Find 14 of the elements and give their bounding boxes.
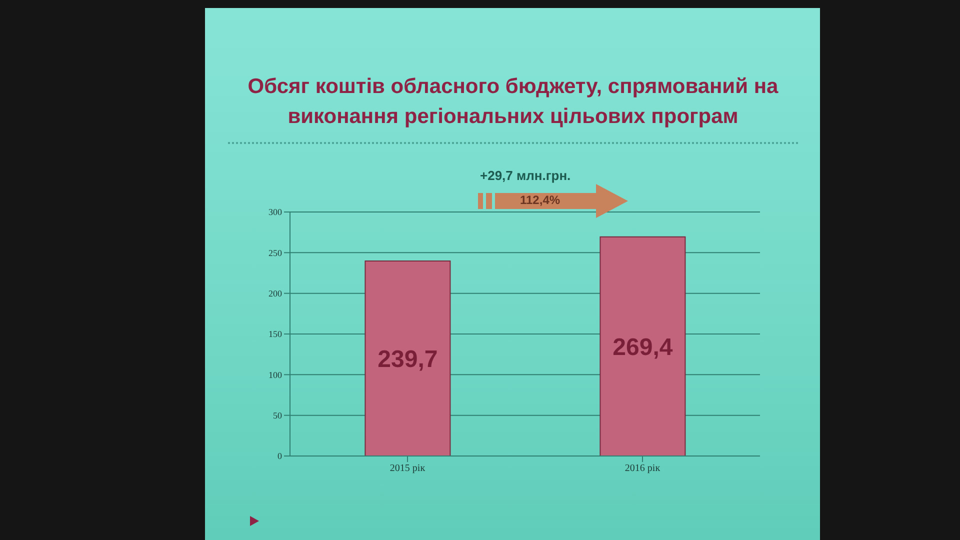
y-tick-label: 200 (268, 288, 282, 299)
x-tick-label: 2016 рік (624, 463, 660, 474)
x-tick-label: 2015 рік (390, 463, 426, 474)
y-tick-label: 300 (268, 207, 282, 218)
y-tick-label: 0 (278, 451, 282, 462)
text: +29,7 млн.грн. (480, 168, 571, 183)
y-tick-label: 100 (268, 370, 282, 380)
y-tick-label: 150 (268, 329, 282, 340)
data-label: 269,4 (612, 334, 674, 361)
text: 112,4% (520, 193, 560, 207)
chart-title: Обсяг коштів обласного бюджету, спрямований на виконання регіональних цільових програм (246, 74, 780, 130)
data-label: 239,7 (378, 346, 438, 374)
y-tick-label: 250 (268, 248, 282, 258)
y-tick-label: 50 (273, 410, 282, 421)
